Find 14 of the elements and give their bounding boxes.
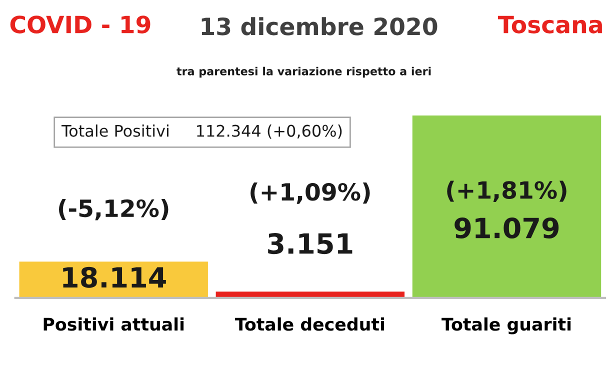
chart-subtitle: tra parentesi la variazione rispetto a ieri [176,66,431,78]
text: COVID - 19 [10,16,150,34]
annotation: (+1,81%) [447,180,566,202]
data-label: 91.079 [454,217,559,238]
text: Toscana [498,16,602,34]
x-tick-label: Positivi attuali [44,317,184,331]
data-label: 18.114 [63,266,166,288]
chart-title: 13 dicembre 2020 [202,17,438,36]
x-tick-label: Totale guariti [442,317,571,334]
annotation: (-5,12%) [58,198,168,220]
data-label: 3.151 [268,233,352,254]
annotation: Totale Positivi 112.344 (+0,60%) [62,124,342,139]
annotation: (+1,09%) [250,182,370,204]
x-tick-label: Totale deceduti [234,317,384,331]
